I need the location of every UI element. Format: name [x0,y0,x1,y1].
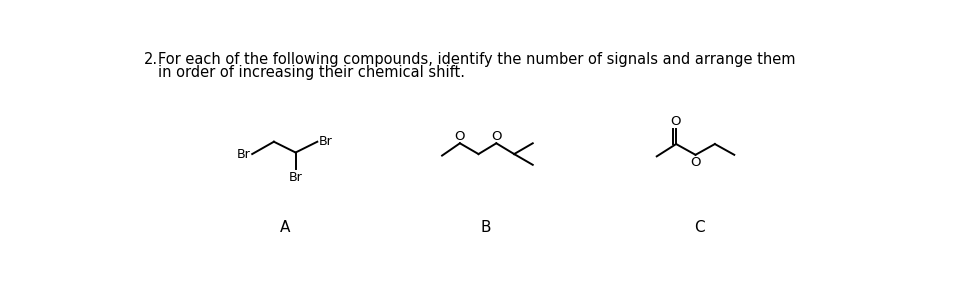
Text: O: O [491,130,502,143]
Text: O: O [690,156,701,169]
Text: B: B [481,220,492,234]
Text: O: O [671,115,680,128]
Text: O: O [455,130,466,143]
Text: For each of the following compounds, identify the number of signals and arrange : For each of the following compounds, ide… [158,52,795,67]
Text: in order of increasing their chemical shift.: in order of increasing their chemical sh… [158,66,465,81]
Text: C: C [694,220,705,234]
Text: Br: Br [319,135,333,148]
Text: 2.: 2. [143,52,158,67]
Text: Br: Br [237,148,251,161]
Text: A: A [279,220,290,234]
Text: Br: Br [289,171,303,184]
